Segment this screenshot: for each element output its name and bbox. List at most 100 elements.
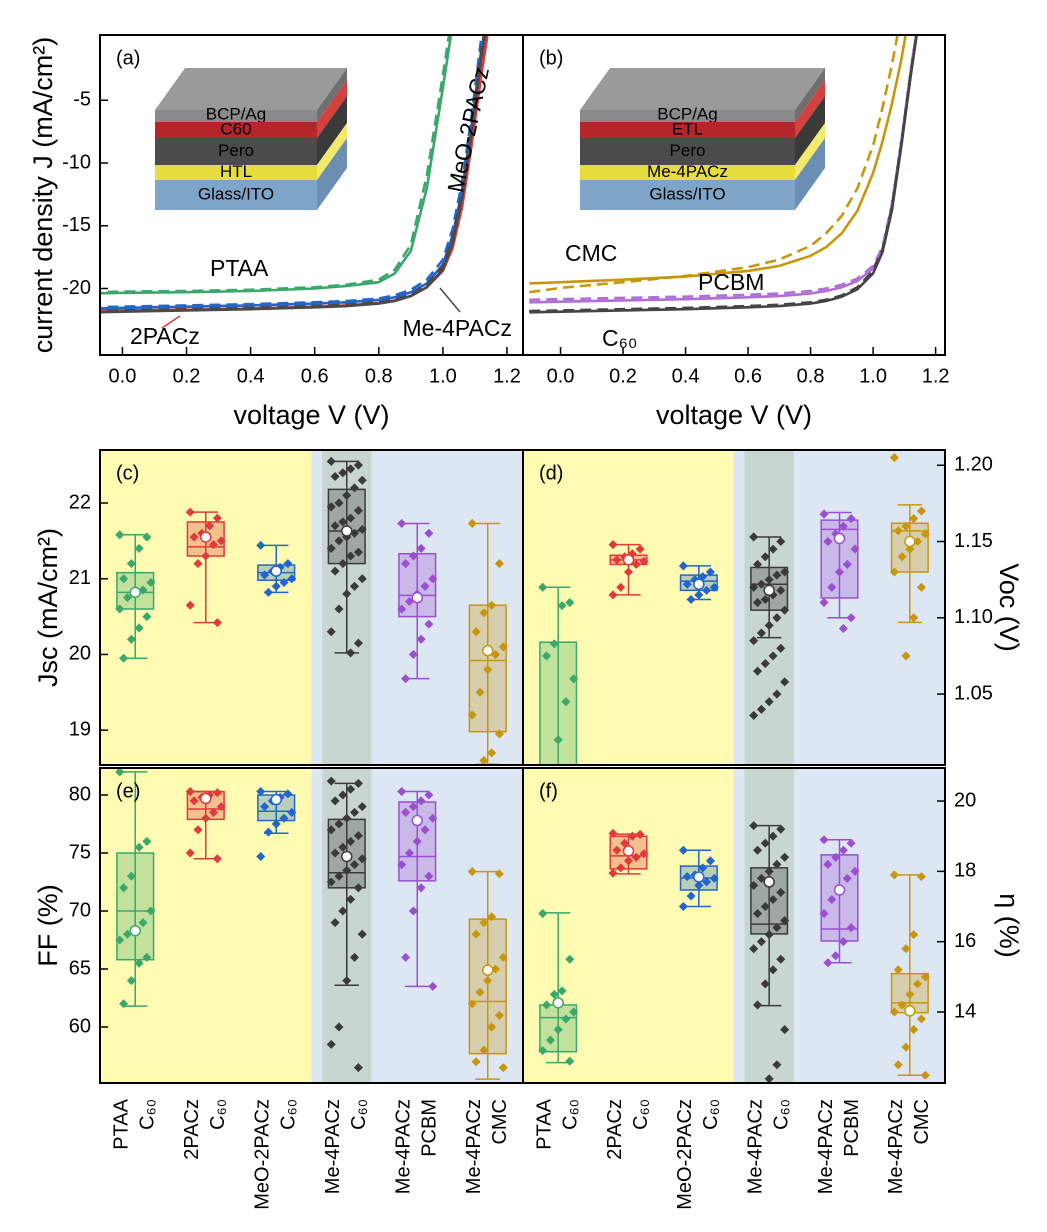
mean [693,578,705,590]
data-point [756,937,766,947]
data-point [616,582,626,592]
data-point [479,755,489,765]
mean [270,565,282,577]
category-label: C₆₀ [348,1099,370,1130]
y-tick-label: 1.20 [954,454,993,476]
data-point [753,666,763,676]
data-point [346,894,356,904]
data-point [920,972,930,982]
inset-side [317,123,347,180]
y-tick-label: 1.10 [954,606,993,628]
data-point [623,856,634,866]
x-tick-label: 0.6 [734,365,762,387]
data-point [126,634,136,644]
data-point [776,954,786,964]
data-point [753,845,763,855]
x-tick-label: 0.4 [672,365,700,387]
panel-label: (b) [539,47,563,69]
data-point [408,906,418,916]
data-point [749,532,759,542]
data-point [142,836,152,846]
data-point [893,965,903,975]
data-point [920,1070,930,1080]
box [468,918,507,1055]
data-point [772,613,782,623]
data-point [353,831,363,841]
x-tick-label: 0.2 [173,365,201,387]
category-label: MeO-2PACz [252,1099,274,1210]
data-point [561,1014,571,1024]
y-axis-label: FF (%) [33,884,63,966]
data-point [483,976,493,986]
inset-layer [580,180,795,210]
data-point [208,540,219,550]
data-point [338,517,348,527]
series-label: C₆₀ [602,325,637,351]
data-point [838,623,848,634]
category-label: Me-4PACz [744,1099,766,1194]
data-point [760,552,770,562]
data-point [349,860,360,870]
leader-line [161,315,181,329]
data-point [909,930,919,940]
data-point [487,600,497,610]
mean [200,531,212,543]
x-tick-label: 0.0 [547,365,575,387]
data-point [772,923,782,933]
data-point [897,552,907,562]
data-point [753,598,763,608]
inset-layer [155,165,317,180]
data-point [346,513,356,523]
plot-area [523,768,945,1083]
data-point [342,976,352,986]
inset-side [317,96,347,165]
mean [129,586,141,599]
data-point [408,802,418,812]
data-point [678,845,688,855]
data-point [565,1056,575,1066]
data-point [772,1060,782,1070]
x-tick-label: 0.8 [365,365,393,387]
data-point [831,852,841,862]
x-tick-label: 1.2 [493,365,521,387]
data-point [756,704,766,714]
jv-curve-dashed [529,35,899,294]
inset-side [795,96,825,165]
y-tick-label: 75 [69,841,91,863]
data-point [768,651,778,661]
data-point [831,951,841,961]
data-point [705,856,715,866]
data-point [842,559,852,569]
data-point [827,582,837,592]
data-point [494,729,504,739]
data-point [353,778,363,788]
data-point [287,807,297,817]
data-point [702,877,712,887]
data-point [686,891,696,901]
y-tick-label: -10 [62,151,91,173]
data-point [185,600,195,610]
box [820,519,859,599]
y-tick-label: -15 [62,214,91,236]
data-point [764,930,774,940]
data-point [846,923,856,933]
data-point [424,790,434,800]
data-point [776,643,786,653]
category-label: PTAA [533,1098,555,1149]
data-point [682,872,692,882]
data-point [819,509,829,519]
data-point [357,574,367,584]
data-point [538,582,548,592]
data-point [542,651,552,661]
y-tick-label: 20 [69,643,91,665]
data-point [913,979,923,989]
plot-area [100,35,489,314]
data-point [119,653,129,663]
mean [904,1005,916,1017]
data-point [823,536,833,547]
data-point [279,577,289,588]
axes-frame [522,34,946,356]
data-point [408,649,418,659]
data-point [764,1074,774,1083]
